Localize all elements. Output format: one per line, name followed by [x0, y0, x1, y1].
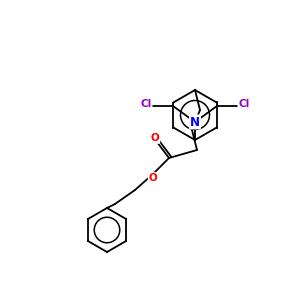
- Text: Cl: Cl: [238, 99, 250, 109]
- Text: Cl: Cl: [140, 99, 152, 109]
- Text: O: O: [148, 173, 158, 183]
- Text: O: O: [151, 133, 159, 143]
- Text: N: N: [190, 116, 200, 128]
